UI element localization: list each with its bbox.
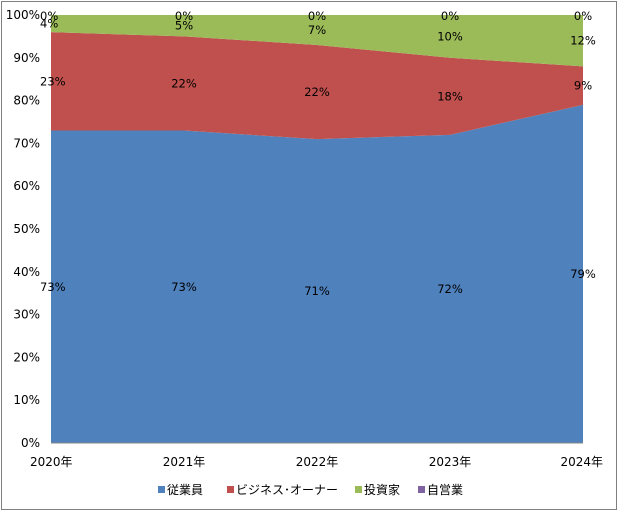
data-label: 0% xyxy=(574,9,592,23)
x-tick-label: 2020年 xyxy=(30,455,73,469)
legend-swatch xyxy=(158,486,165,493)
data-label: 10% xyxy=(437,29,463,43)
legend-label: ビジネス･オーナー xyxy=(236,483,338,497)
area-0 xyxy=(51,104,583,443)
legend-swatch xyxy=(418,486,425,493)
data-label: 23% xyxy=(40,74,66,88)
legend-label: 自営業 xyxy=(427,483,463,497)
y-tick-label: 90% xyxy=(13,51,40,65)
data-label: 22% xyxy=(171,76,197,90)
data-label: 18% xyxy=(437,89,463,103)
data-label: 73% xyxy=(40,280,66,294)
data-label: 0% xyxy=(441,9,459,23)
data-label: 72% xyxy=(437,282,463,296)
data-label: 73% xyxy=(171,280,197,294)
area-2 xyxy=(51,15,583,67)
legend-swatch xyxy=(355,486,362,493)
legend-label: 投資家 xyxy=(364,482,400,497)
data-label: 22% xyxy=(304,85,330,99)
x-tick-label: 2022年 xyxy=(296,455,339,469)
data-label: 9% xyxy=(574,79,592,93)
y-tick-label: 0% xyxy=(21,436,40,450)
y-tick-label: 60% xyxy=(13,179,40,193)
y-tick-label: 40% xyxy=(13,265,40,279)
y-tick-label: 30% xyxy=(13,308,40,322)
y-tick-label: 50% xyxy=(13,222,40,236)
data-label: 0% xyxy=(175,9,193,23)
x-tick-label: 2021年 xyxy=(163,455,206,469)
y-tick-label: 70% xyxy=(13,136,40,150)
data-label: 7% xyxy=(308,23,326,37)
data-label: 0% xyxy=(40,9,58,23)
area-1 xyxy=(51,32,583,140)
x-tick-label: 2024年 xyxy=(560,455,603,469)
data-label: 5% xyxy=(175,19,193,33)
y-tick-label: 100% xyxy=(6,8,40,22)
y-tick-label: 20% xyxy=(13,350,40,364)
legend-swatch xyxy=(227,486,234,493)
data-label: 4% xyxy=(40,17,58,31)
y-tick-label: 80% xyxy=(13,94,40,108)
data-label: 0% xyxy=(308,9,326,23)
data-label: 12% xyxy=(570,34,596,48)
legend-label: 従業員 xyxy=(167,483,203,497)
x-tick-label: 2023年 xyxy=(429,455,472,469)
y-tick-label: 10% xyxy=(13,393,40,407)
data-label: 71% xyxy=(304,284,330,298)
data-label: 79% xyxy=(570,267,596,281)
